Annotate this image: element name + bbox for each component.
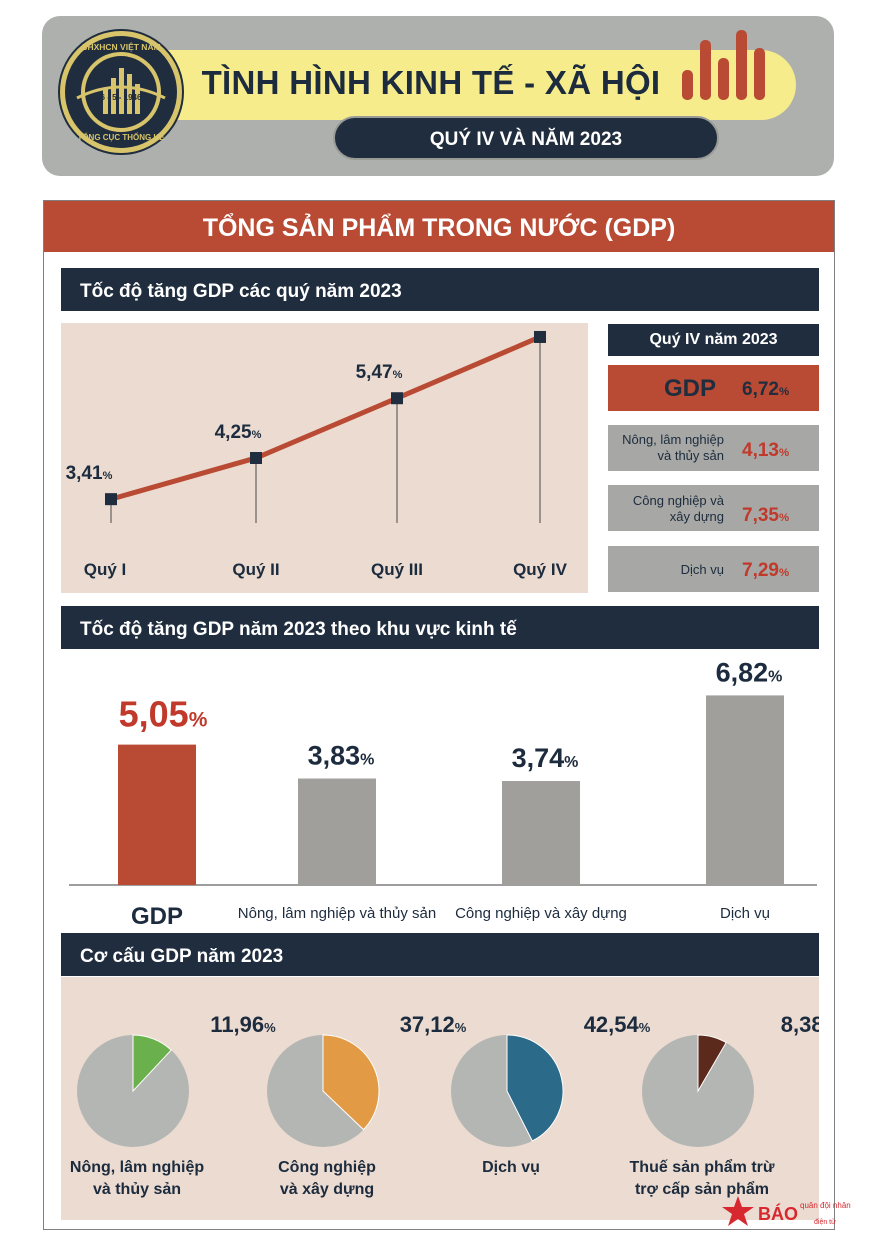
watermark-subtext: quân đội nhân dân	[800, 1201, 852, 1210]
pie-category-label: Thuế sản phẩm trừ	[630, 1158, 775, 1176]
logo-text-top: CHXHCN VIỆT NAM	[81, 41, 160, 52]
watermark-text: BÁO	[758, 1203, 798, 1224]
gso-seal-icon: CHXHCN VIỆT NAM 6 - 5 - 1946 TỔNG CỤC TH…	[58, 29, 184, 155]
section-bar-quarterly	[61, 268, 819, 311]
data-label: 5,47%	[356, 362, 403, 383]
category-label: Dịch vụ	[720, 905, 770, 922]
content-frame	[43, 200, 835, 1230]
gdp-banner	[44, 201, 834, 252]
bar	[706, 695, 784, 885]
pie-value-label: 11,96%	[210, 1012, 276, 1037]
category-label: GDP	[131, 903, 183, 930]
logo-text-mid: 6 - 5 - 1946	[101, 93, 142, 102]
bar-chart-deco-icon	[682, 30, 765, 100]
bar-value-label: 6,82%	[716, 657, 783, 687]
section-title-sectors: Tốc độ tăng GDP năm 2023 theo khu vực ki…	[80, 619, 517, 640]
gdp-banner-title: TỔNG SẢN PHẨM TRONG NƯỚC (GDP)	[202, 214, 676, 242]
quarter-panel-title: Quý IV năm 2023	[649, 331, 778, 348]
pie-value-label: 37,12%	[400, 1012, 467, 1037]
data-point	[105, 493, 117, 506]
pie-value-label: 8,38%	[781, 1012, 819, 1037]
category-label: Công nghiệp và xây dựng	[455, 905, 627, 922]
pie-slice	[506, 1034, 564, 1142]
quarter-panel-industry-label: Công nghiệp và xây dựng	[632, 493, 724, 524]
bar	[298, 778, 376, 885]
data-point	[534, 330, 546, 343]
star-icon	[722, 1196, 754, 1226]
subtitle-pill	[333, 116, 719, 160]
quarter-panel-row-services: Dịch vụ 7,29%	[608, 546, 819, 592]
page-subtitle: QUÝ IV VÀ NĂM 2023	[429, 129, 623, 150]
quarter-panel-header	[608, 324, 819, 356]
pie-value-label: 42,54%	[584, 1012, 651, 1037]
watermark-domain: điện tử	[814, 1218, 836, 1226]
quarter-panel-row-agriculture: Nông, lâm nghiệp và thủy sản 4,13%	[608, 425, 819, 471]
category-label: Quý I	[84, 560, 127, 579]
data-point	[250, 452, 262, 464]
pie-category-label: Dịch vụ	[482, 1159, 540, 1176]
category-label: Quý III	[371, 560, 423, 579]
pie-category-label: trợ cấp sản phẩm	[635, 1180, 769, 1198]
pie-slice	[697, 1034, 727, 1093]
section-bar-sectors	[61, 606, 819, 649]
section-title-structure: Cơ cấu GDP năm 2023	[80, 946, 284, 967]
section-title-quarterly: Tốc độ tăng GDP các quý năm 2023	[80, 281, 402, 302]
quarterly-chart-bg	[61, 323, 588, 593]
quarter-panel-gdp-label: GDP	[664, 375, 717, 402]
pie-category-label: và xây dựng	[280, 1181, 374, 1198]
bar-value-label: 3,83%	[308, 741, 375, 771]
watermark-logo: BÁO quân đội nhân dân điện tử	[722, 1196, 852, 1226]
quarterly-line-chart: 3,41%Quý I4,25%Quý II5,47%Quý III6,72%Qu…	[66, 330, 568, 579]
data-label: 4,25%	[215, 422, 262, 443]
series-line	[110, 334, 541, 502]
quarter-panel-agriculture-value: 4,13%	[742, 440, 790, 461]
bar	[118, 744, 196, 885]
bar-value-label: 5,05%	[119, 694, 208, 735]
bar-value-label: 3,74%	[512, 743, 579, 773]
category-label: Quý II	[232, 560, 279, 579]
quarter-panel-row-gdp: GDP 6,72%	[608, 365, 819, 411]
category-label: Quý IV	[513, 560, 568, 579]
pie-category-label: và thủy sản	[93, 1181, 181, 1198]
section-bar-structure	[61, 933, 819, 976]
quarter-panel-services-value: 7,29%	[742, 560, 790, 581]
quarter-panel-gdp-value: 6,72%	[742, 379, 790, 400]
data-label: 3,41%	[66, 463, 113, 484]
quarter-panel-row-industry: Công nghiệp và xây dựng 7,35%	[608, 485, 819, 531]
page-title: TÌNH HÌNH KINH TẾ - XÃ HỘI	[201, 64, 661, 101]
category-label: Nông, lâm nghiệp và thủy sản	[238, 905, 436, 922]
quarter-panel-agriculture-label: Nông, lâm nghiệp và thủy sản	[622, 432, 724, 463]
quarter-panel-services-label: Dịch vụ	[680, 562, 724, 577]
sector-bar-chart: 5,05% GDP 3,83% Nông, lâm nghiệp và thủy sả…	[69, 657, 817, 930]
pie-slice	[132, 1034, 172, 1093]
pie-category-label: Nông, lâm nghiệp	[70, 1159, 204, 1176]
data-point	[391, 392, 403, 405]
pie-slice	[322, 1034, 380, 1131]
pie-category-label: Công nghiệp	[278, 1159, 376, 1176]
bar	[502, 781, 580, 885]
quarter-panel-industry-value: 7,35%	[742, 505, 790, 526]
logo-text-bottom: TỔNG CỤC THỐNG KÊ	[77, 132, 165, 142]
structure-pie-charts: 11,96% Nông, lâm nghiệp và thủy sản 37,12% C…	[70, 1012, 819, 1198]
